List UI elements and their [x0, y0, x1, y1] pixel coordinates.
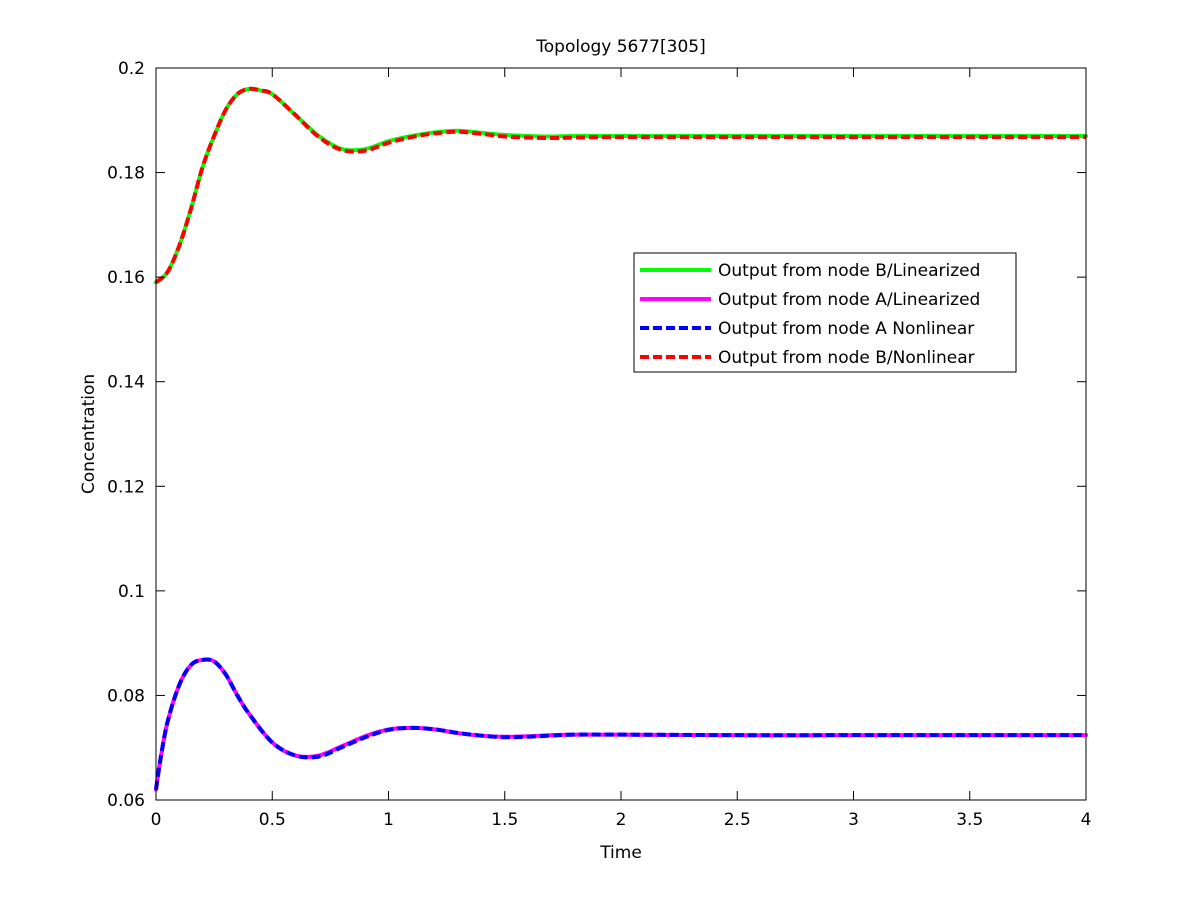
legend-label-4: Output from node B/Nonlinear: [718, 348, 975, 368]
legend-label-2: Output from node A/Linearized: [718, 290, 980, 310]
x-tick-label: 2: [616, 810, 627, 830]
y-tick-label: 0.1: [118, 582, 145, 602]
legend-box: [633, 252, 1017, 373]
chart-title: Topology 5677[305]: [535, 37, 705, 57]
x-tick-label: 4: [1081, 810, 1092, 830]
legend-label-3: Output from node A Nonlinear: [718, 319, 974, 339]
x-tick-label: 1: [383, 810, 394, 830]
y-axis-label: Concentration: [79, 374, 99, 494]
x-axis-label: Time: [599, 843, 642, 863]
series-line-3: [154, 657, 1086, 790]
x-tick-label: 3: [848, 810, 859, 830]
series-layer: [154, 86, 1088, 792]
y-tick-label: 0.2: [118, 59, 145, 79]
x-tick-label: 3.5: [956, 810, 983, 830]
series-line-4: [154, 86, 1086, 284]
y-tick-label: 0.16: [107, 268, 145, 288]
y-tick-label: 0.06: [107, 791, 145, 811]
x-tick-label: 1.5: [491, 810, 518, 830]
y-tick-label: 0.14: [107, 373, 145, 393]
legend: Output from node B/Linearized Output from…: [633, 252, 1017, 373]
x-tick-label: 0.5: [259, 810, 286, 830]
y-tick-label: 0.18: [107, 164, 145, 184]
ticks-layer: 0 0.5 1 1.5 2 2.5 3 3.5 4 0.06 0.08 0.1 0.12 0.14 0.16…: [107, 59, 1091, 830]
x-tick-label: 2.5: [724, 810, 751, 830]
plot-area: [156, 68, 1086, 800]
y-tick-label: 0.08: [107, 686, 145, 706]
x-tick-label: 0: [151, 810, 162, 830]
y-tick-label: 0.12: [107, 477, 145, 497]
legend-label-1: Output from node B/Linearized: [718, 261, 980, 281]
